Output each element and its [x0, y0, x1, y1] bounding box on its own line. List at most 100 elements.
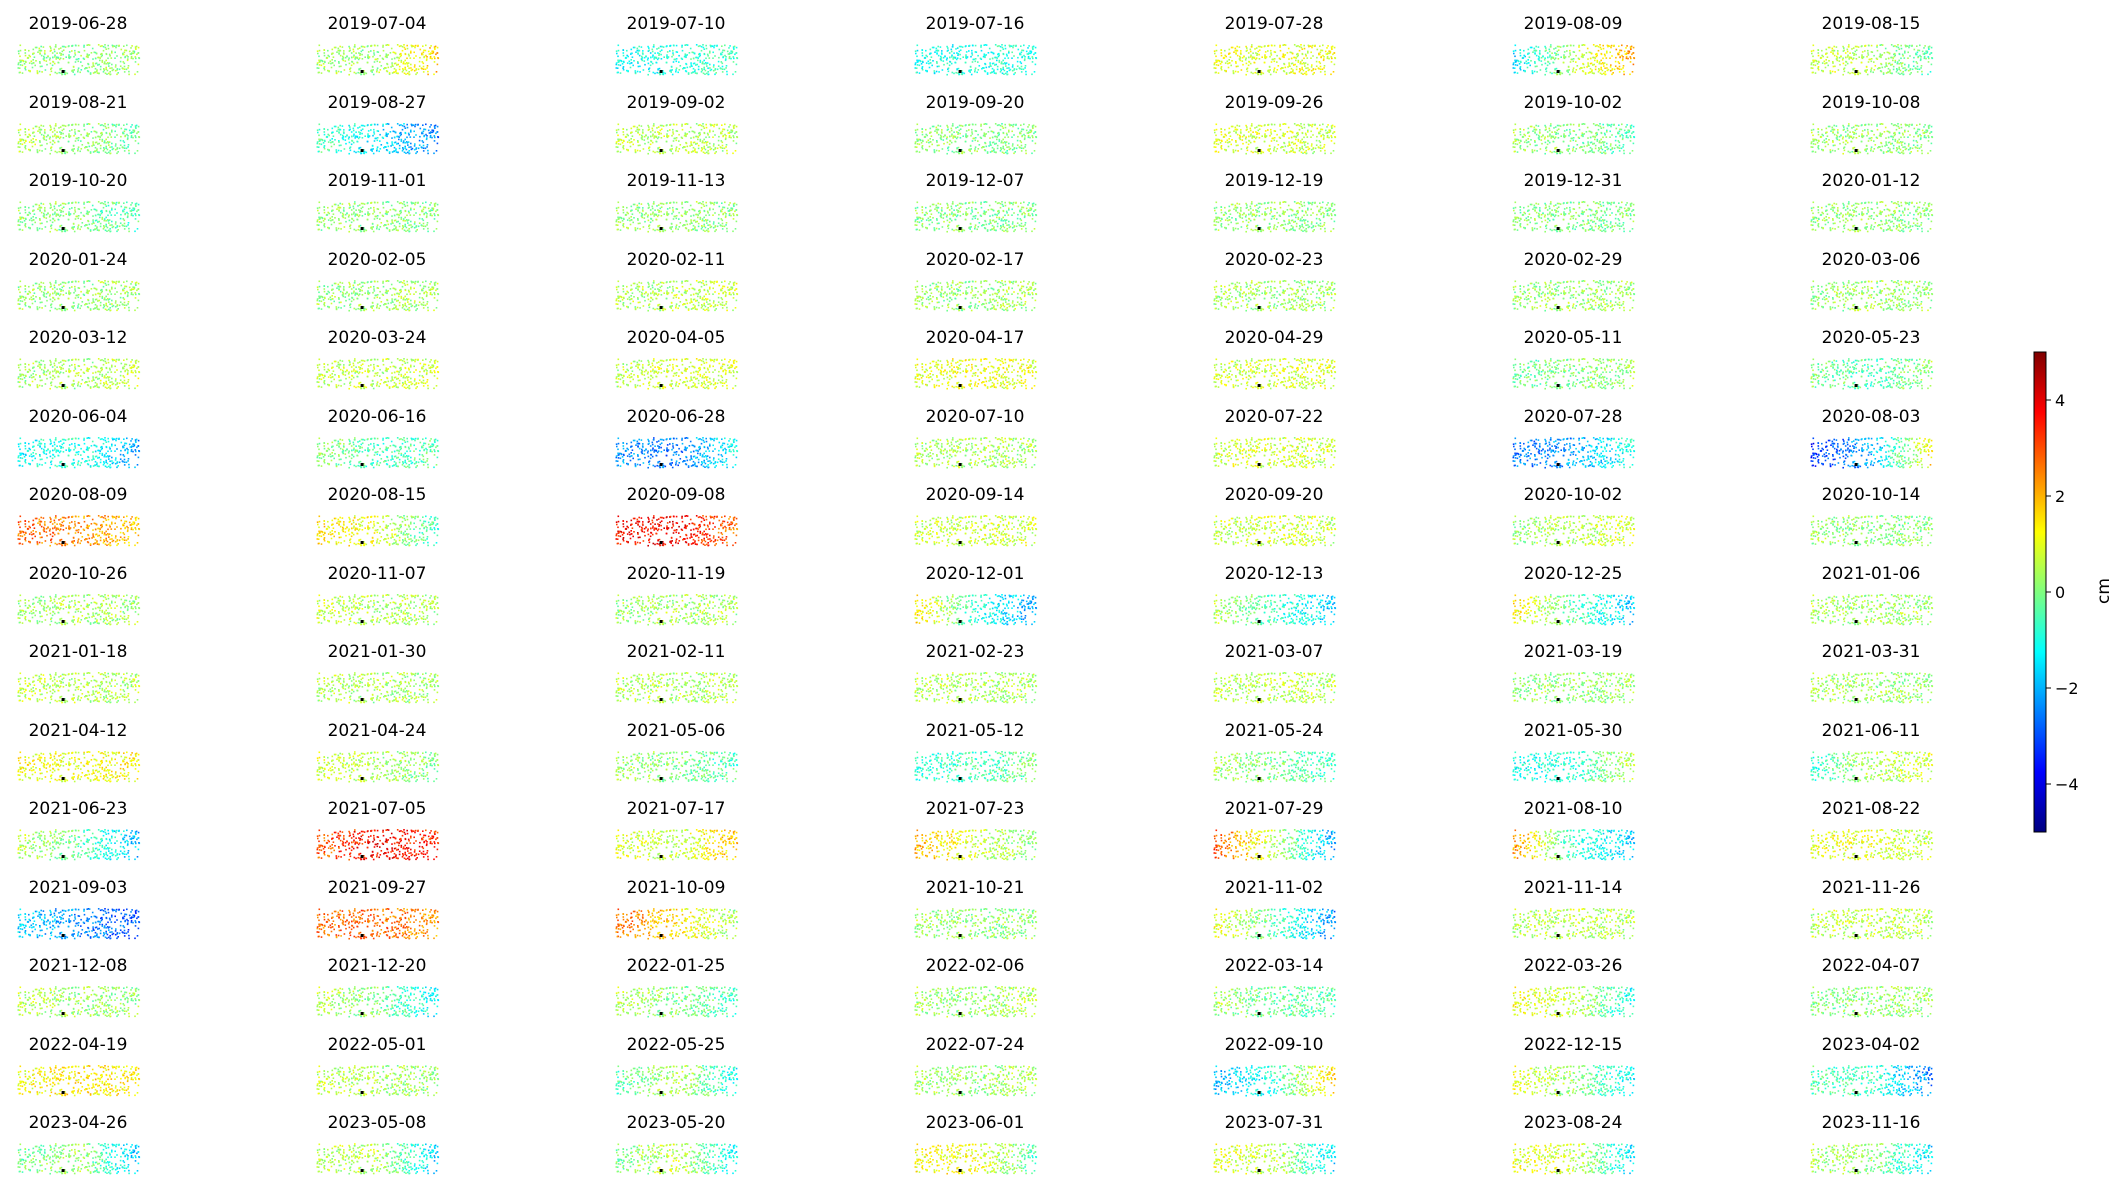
ps-point: [316, 140, 319, 143]
ps-point: [714, 69, 716, 71]
ps-point: [435, 53, 437, 56]
ps-point: [1236, 54, 1239, 57]
ps-point: [1601, 62, 1604, 64]
ps-point: [1235, 139, 1237, 142]
ps-point: [1848, 44, 1850, 46]
ps-point: [699, 133, 701, 135]
ps-point: [918, 143, 921, 145]
ps-point: [1900, 44, 1902, 47]
ps-point: [659, 50, 662, 53]
ps-point: [1856, 45, 1858, 48]
ps-point: [1279, 123, 1281, 125]
ps-point: [1607, 124, 1609, 126]
ps-point: [1008, 145, 1010, 148]
ps-point: [1611, 69, 1613, 71]
ps-point: [1831, 47, 1834, 50]
ps-point: [1619, 49, 1621, 52]
ps-point: [1307, 63, 1309, 66]
ps-point: [690, 142, 692, 145]
ps-point: [953, 52, 955, 54]
ps-point: [701, 69, 704, 72]
ps-point: [957, 131, 960, 134]
ps-point: [1842, 62, 1845, 65]
ps-point: [370, 70, 372, 72]
ps-point: [1032, 126, 1034, 129]
ps-point: [617, 64, 620, 66]
ps-point: [648, 125, 650, 128]
ps-point: [1619, 128, 1621, 130]
ps-point: [1290, 57, 1293, 60]
ps-point: [961, 46, 964, 48]
ps-point: [1298, 128, 1301, 130]
ps-point: [1841, 59, 1844, 61]
ps-point: [103, 146, 105, 149]
ps-point: [1303, 44, 1305, 47]
ps-point: [1534, 53, 1536, 55]
ps-point: [1241, 135, 1244, 137]
ps-point: [319, 61, 321, 63]
ps-point: [1512, 140, 1515, 143]
ps-point: [721, 123, 723, 126]
ps-point: [644, 63, 646, 66]
ps-point: [414, 123, 417, 125]
ps-point: [1281, 55, 1284, 58]
ps-point: [1597, 128, 1600, 130]
ps-point: [961, 150, 964, 152]
ps-point: [1523, 49, 1525, 52]
ps-point: [645, 133, 647, 136]
ps-point: [1566, 128, 1568, 131]
ps-point: [733, 126, 735, 129]
ps-point: [1294, 72, 1296, 75]
ps-point: [115, 125, 117, 127]
ps-point: [1328, 52, 1330, 55]
ps-point: [1279, 128, 1282, 130]
ps-point: [1896, 68, 1898, 70]
ps-point: [1606, 44, 1609, 47]
ps-point: [357, 150, 359, 152]
ps-point: [376, 70, 378, 73]
ps-point: [617, 128, 620, 130]
ps-point: [414, 44, 417, 47]
ps-point: [59, 47, 62, 49]
ps-point: [1830, 51, 1832, 53]
ps-point: [397, 72, 399, 75]
ps-point: [956, 146, 958, 149]
ps-point: [724, 138, 727, 140]
ps-point: [678, 54, 680, 57]
ps-point: [1539, 147, 1542, 150]
ps-point: [1617, 139, 1620, 142]
ps-point: [1629, 124, 1632, 127]
ps-point: [1299, 69, 1302, 72]
ps-point: [1898, 63, 1900, 65]
ps-point: [1593, 151, 1595, 153]
ps-point: [1314, 147, 1317, 149]
ps-point: [323, 66, 326, 68]
ps-point: [1887, 51, 1890, 54]
ps-point: [619, 150, 622, 153]
ps-point: [1330, 139, 1333, 142]
ps-point: [1296, 53, 1298, 56]
ps-point: [703, 53, 706, 56]
ps-point: [1626, 45, 1628, 47]
ps-point: [1625, 136, 1628, 138]
ps-point: [1575, 139, 1577, 142]
ps-point: [617, 142, 620, 145]
ps-point: [317, 131, 319, 133]
ps-point: [958, 152, 960, 154]
ps-point: [427, 50, 430, 53]
ps-point: [1301, 138, 1303, 140]
ps-point: [432, 130, 435, 132]
ps-point: [72, 149, 74, 152]
ps-point: [60, 67, 63, 70]
ps-point: [398, 147, 401, 149]
ps-point: [1020, 45, 1022, 47]
ps-point: [1279, 136, 1282, 139]
ps-point: [114, 51, 116, 54]
ps-point: [1582, 135, 1584, 137]
ps-point: [980, 128, 983, 130]
ps-point: [1879, 54, 1882, 57]
ps-point: [1567, 66, 1570, 68]
ps-point: [1596, 133, 1598, 135]
ps-point: [672, 139, 675, 142]
ps-point: [36, 72, 39, 75]
